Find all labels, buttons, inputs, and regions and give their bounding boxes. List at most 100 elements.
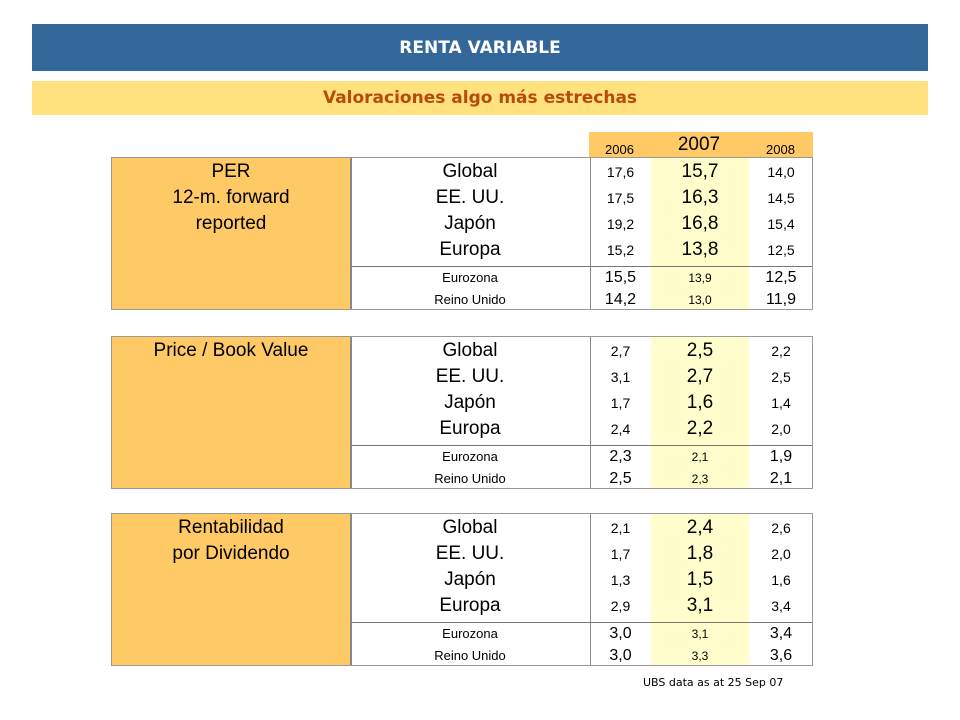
value-cell-2007: 1,8: [686, 543, 714, 564]
table-row: Japón 1,7 1,6 1,4: [351, 390, 812, 416]
value-cell-2006: 3,1: [610, 369, 631, 385]
value-cell-2007: 16,3: [681, 187, 719, 208]
region-cell: EE. UU.: [435, 543, 505, 564]
value-cell-2008: 1,4: [771, 395, 791, 411]
value-cell-2008: 2,6: [771, 520, 791, 536]
value-cell-2006: 2,9: [610, 598, 631, 614]
region-cell: Reino Unido: [434, 648, 506, 663]
table-row: Europa 2,9 3,1 3,4: [351, 593, 812, 619]
highlight-column: [651, 337, 749, 488]
region-cell: Eurozona: [442, 626, 498, 641]
value-cell-2008: 3,4: [771, 598, 791, 614]
value-cell-2006: 1,3: [610, 572, 631, 588]
value-cell-2008: 1,9: [769, 448, 793, 465]
region-cell: Eurozona: [442, 270, 498, 285]
value-cell-2008: 2,5: [771, 369, 791, 385]
value-cell-2006: 3,0: [609, 647, 632, 664]
table-row: Europa 2,4 2,2 2,0: [351, 416, 812, 442]
region-cell: Eurozona: [442, 449, 498, 464]
table-row: EE. UU. 17,5 16,3 14,5: [351, 185, 812, 211]
region-cell: Europa: [439, 418, 501, 439]
value-cell-2007: 13,9: [688, 271, 712, 285]
region-cell: Global: [442, 340, 498, 361]
highlight-column: [651, 514, 749, 665]
value-cell-2006: 2,7: [610, 343, 631, 359]
value-cell-2007: 16,8: [681, 213, 719, 234]
section-title: RENTA VARIABLE: [399, 37, 561, 58]
table-row: Japón 1,3 1,5 1,6: [351, 567, 812, 593]
value-cell-2006: 14,2: [604, 291, 637, 308]
value-cell-2006: 15,5: [604, 269, 637, 286]
table-row: Eurozona 3,0 3,1 3,4: [351, 623, 812, 645]
region-cell: Reino Unido: [434, 292, 506, 307]
value-cell-2007: 13,0: [688, 293, 712, 307]
value-cell-2008: 3,6: [769, 647, 793, 664]
region-cell: Japón: [444, 213, 496, 234]
table-row: Reino Unido 2,5 2,3 2,1: [351, 468, 812, 490]
region-cell: Japón: [444, 392, 496, 413]
metric-block: Price / Book Value Global 2,7 2,5 2,2 EE. UU.…: [111, 336, 813, 489]
value-cell-2006: 17,6: [606, 164, 635, 180]
section-title-bar: RENTA VARIABLE: [32, 24, 928, 71]
value-cell-2008: 11,9: [766, 291, 796, 308]
column-divider: [590, 514, 591, 665]
metric-label: Price / Book Value: [112, 337, 351, 488]
value-cell-2006: 3,0: [609, 625, 632, 642]
value-cell-2006: 15,2: [606, 242, 635, 258]
metric-label-line: reported: [195, 213, 267, 234]
year-2006: 2006: [589, 132, 650, 157]
region-cell: EE. UU.: [435, 187, 505, 208]
column-divider: [590, 158, 591, 309]
metric-label: PER 12-m. forward reported: [112, 158, 351, 309]
value-cell-2006: 19,2: [606, 216, 635, 232]
value-cell-2006: 1,7: [610, 395, 631, 411]
value-cell-2006: 2,4: [610, 421, 631, 437]
row-divider: [351, 445, 812, 446]
table-row: Japón 19,2 16,8 15,4: [351, 211, 812, 237]
region-cell: Global: [442, 161, 498, 182]
value-cell-2008: 12,5: [765, 269, 797, 286]
metric-block: PER 12-m. forward reported Global 17,6 15,7 14…: [111, 157, 813, 310]
value-cell-2008: 1,6: [771, 572, 791, 588]
value-cell-2007: 15,7: [681, 161, 719, 182]
value-cell-2007: 1,5: [686, 569, 714, 590]
region-cell: EE. UU.: [435, 366, 505, 387]
table-row: Global 2,7 2,5 2,2: [351, 338, 812, 364]
value-cell-2008: 2,0: [771, 421, 791, 437]
column-divider: [351, 158, 352, 309]
metric-label-line: Price / Book Value: [153, 340, 309, 361]
year-2008: 2008: [748, 132, 813, 157]
highlight-column: [651, 158, 749, 309]
value-cell-2007: 2,3: [691, 472, 709, 486]
region-cell: Japón: [444, 569, 496, 590]
value-cell-2007: 3,1: [691, 627, 709, 641]
value-cell-2007: 2,4: [686, 517, 714, 538]
value-cell-2007: 1,6: [686, 392, 714, 413]
source-note: UBS data as at 25 Sep 07: [643, 676, 784, 689]
table-row: Global 2,1 2,4 2,6: [351, 515, 812, 541]
value-cell-2006: 2,3: [609, 448, 632, 465]
value-cell-2007: 2,7: [686, 366, 714, 387]
metric-label: Rentabilidad por Dividendo: [112, 514, 351, 665]
value-cell-2008: 2,2: [771, 343, 791, 359]
metric-block: Rentabilidad por Dividendo Global 2,1 2,4 2,6…: [111, 513, 813, 666]
value-cell-2006: 2,5: [609, 470, 632, 487]
region-cell: Europa: [439, 595, 501, 616]
value-cell-2008: 12,5: [767, 242, 795, 258]
year-2007: 2007: [650, 132, 748, 157]
region-cell: Europa: [439, 239, 501, 260]
column-divider: [351, 514, 352, 665]
table-row: Global 17,6 15,7 14,0: [351, 159, 812, 185]
value-cell-2007: 3,1: [686, 595, 714, 616]
metric-label-line: 12-m. forward: [172, 187, 290, 208]
table-row: Eurozona 15,5 13,9 12,5: [351, 267, 812, 289]
value-cell-2008: 3,4: [769, 625, 793, 642]
table-row: Europa 15,2 13,8 12,5: [351, 237, 812, 263]
column-divider: [351, 337, 352, 488]
region-cell: Reino Unido: [434, 471, 506, 486]
value-cell-2006: 2,1: [610, 520, 631, 536]
region-cell: Global: [442, 517, 498, 538]
metric-label-line: Rentabilidad: [178, 517, 284, 538]
value-cell-2007: 3,3: [691, 649, 709, 663]
table-row: Reino Unido 14,2 13,0 11,9: [351, 289, 812, 311]
